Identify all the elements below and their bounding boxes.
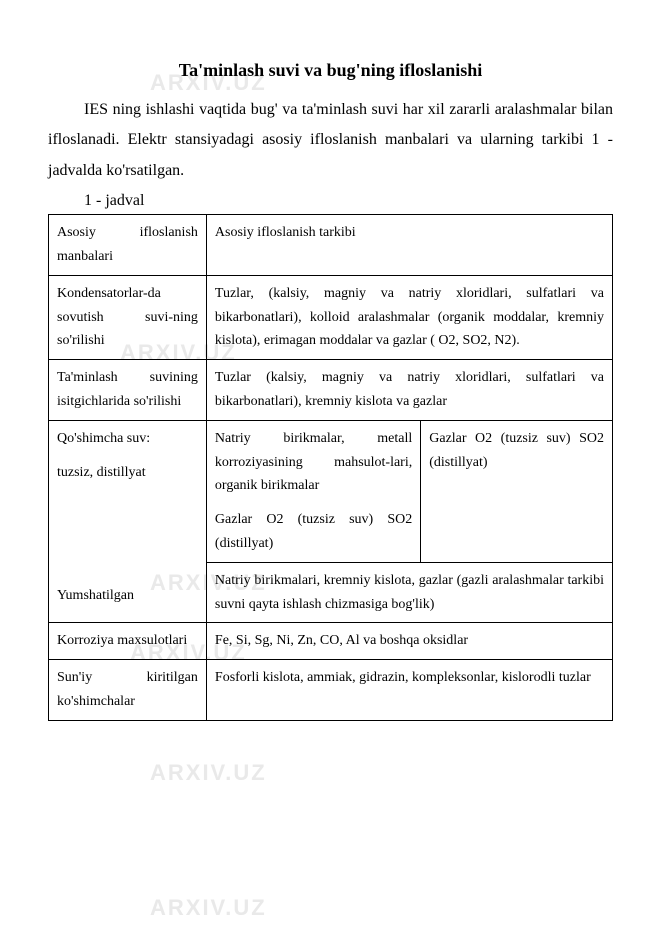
table-caption: 1 - jadval bbox=[48, 192, 613, 210]
cell-source-additional-water: Qo'shimcha suv: tuzsiz, distillyat Yumsh… bbox=[49, 420, 207, 623]
cell-composition: Tuzlar, (kalsiy, magniy va natriy xlorid… bbox=[206, 275, 612, 359]
cell-source: Ta'minlash suvining isitgichlarida so'ri… bbox=[49, 360, 207, 421]
table-row: Sun'iy kiritilgan ko'shimchalar Fosforli… bbox=[49, 660, 613, 721]
spacer bbox=[57, 494, 198, 584]
cell-text: Yumshatilgan bbox=[57, 584, 198, 608]
contamination-table: Asosiy ifloslanish manbalari Asosiy iflo… bbox=[48, 214, 613, 721]
cell-composition-left: Natriy birikmalar, metall korroziyasinin… bbox=[206, 420, 420, 562]
cell-source-header: Asosiy ifloslanish manbalari bbox=[49, 215, 207, 276]
cell-composition-header: Asosiy ifloslanish tarkibi bbox=[206, 215, 612, 276]
cell-text: Gazlar O2 (tuzsiz suv) SO2 (distillyat) bbox=[215, 508, 412, 556]
cell-source: Kondensatorlar-da sovutish suvi-ning so'… bbox=[49, 275, 207, 359]
cell-source: Korroziya maxsulotlari bbox=[49, 623, 207, 660]
watermark: ARXIV.UZ bbox=[150, 895, 267, 921]
cell-text: tuzsiz, distillyat bbox=[57, 461, 198, 485]
page-title: Ta'minlash suvi va bug'ning ifloslanishi bbox=[48, 60, 613, 81]
cell-composition: Tuzlar (kalsiy, magniy va natriy xloridl… bbox=[206, 360, 612, 421]
intro-paragraph: IES ning ishlashi vaqtida bug' va ta'min… bbox=[48, 95, 613, 186]
cell-composition: Natriy birikmalari, kremniy kislota, gaz… bbox=[206, 562, 612, 623]
cell-text: Natriy birikmalar, metall korroziyasinin… bbox=[215, 427, 412, 498]
watermark: ARXIV.UZ bbox=[150, 760, 267, 786]
table-row: Asosiy ifloslanish manbalari Asosiy iflo… bbox=[49, 215, 613, 276]
table-row: Korroziya maxsulotlari Fe, Si, Sg, Ni, Z… bbox=[49, 623, 613, 660]
table-row: Ta'minlash suvining isitgichlarida so'ri… bbox=[49, 360, 613, 421]
cell-composition: Fe, Si, Sg, Ni, Zn, CO, Al va boshqa oks… bbox=[206, 623, 612, 660]
cell-source: Sun'iy kiritilgan ko'shimchalar bbox=[49, 660, 207, 721]
table-row: Qo'shimcha suv: tuzsiz, distillyat Yumsh… bbox=[49, 420, 613, 562]
cell-composition: Fosforli kislota, ammiak, gidrazin, komp… bbox=[206, 660, 612, 721]
page-content: Ta'minlash suvi va bug'ning ifloslanishi… bbox=[48, 60, 613, 721]
cell-text: Qo'shimcha suv: bbox=[57, 427, 198, 451]
table-row: Kondensatorlar-da sovutish suvi-ning so'… bbox=[49, 275, 613, 359]
cell-composition-right: Gazlar O2 (tuzsiz suv) SO2 (distillyat) bbox=[421, 420, 613, 562]
